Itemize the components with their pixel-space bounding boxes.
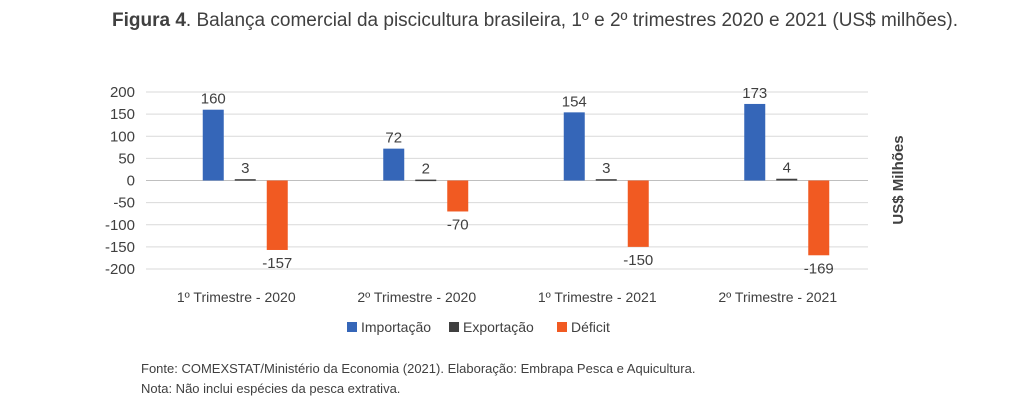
category-label: 1º Trimestre - 2021	[538, 289, 657, 305]
legend: Importação Exportação Déficit	[347, 319, 610, 335]
legend-swatch	[449, 322, 459, 332]
data-label: 2	[422, 161, 430, 178]
bar-exportação	[776, 178, 798, 181]
legend-label: Déficit	[571, 319, 610, 335]
legend-label: Exportação	[463, 319, 534, 335]
source-note: Fonte: COMEXSTAT/Ministério da Economia …	[141, 361, 696, 376]
data-label: 72	[385, 130, 402, 147]
y-tick-label: -200	[105, 261, 135, 278]
legend-label: Importação	[361, 319, 431, 335]
data-label: 173	[742, 85, 767, 102]
y-tick-label: -100	[105, 217, 135, 234]
figure-caption: . Balança comercial da piscicultura bras…	[185, 10, 959, 31]
bar-exportação	[234, 179, 256, 181]
data-label: -169	[804, 260, 834, 277]
bar-importação	[744, 103, 766, 181]
figure-label: Figura 4	[112, 10, 186, 31]
bar-importação	[202, 109, 224, 181]
bar-déficit	[808, 180, 830, 256]
data-label: 3	[241, 160, 249, 177]
data-label: -157	[262, 255, 292, 272]
bar-déficit	[447, 180, 469, 212]
y-tick-label: 50	[118, 150, 135, 167]
x-axis-categories: 1º Trimestre - 2020 2º Trimestre - 2020 1º…	[177, 289, 837, 305]
category-label: 1º Trimestre - 2020	[177, 289, 296, 305]
bar-exportação	[415, 179, 437, 182]
legend-swatch	[347, 322, 357, 332]
figure-title: Figura 4. Balança comercial da piscicult…	[112, 8, 972, 34]
y-axis-ticks: 200 150 100 50 0 -50 -100 -150 -200	[105, 84, 135, 278]
category-label: 2º Trimestre - 2021	[718, 289, 837, 305]
legend-swatch	[557, 322, 567, 332]
data-label: 4	[783, 160, 791, 177]
bar-déficit	[266, 180, 288, 250]
data-label: -70	[447, 216, 469, 233]
extraction-note: Nota: Não inclui espécies da pesca extra…	[141, 381, 401, 396]
bar-exportação	[595, 179, 617, 181]
bar-importação	[383, 148, 405, 181]
y-axis-label: US$ Milhões	[890, 135, 907, 224]
bar-chart: 200 150 100 50 0 -50 -100 -150 -200 160 3 -157 72 2 -…	[105, 84, 907, 335]
data-label: -150	[623, 252, 653, 269]
category-label: 2º Trimestre - 2020	[357, 289, 476, 305]
y-tick-label: 0	[127, 173, 135, 190]
figure-notes: Fonte: COMEXSTAT/Ministério da Economia …	[141, 359, 695, 399]
data-labels: 160 3 -157 72 2 -70 154 3 -150 173 4 -169	[201, 85, 834, 277]
data-label: 154	[562, 93, 587, 110]
bar-déficit	[627, 180, 649, 247]
bar-importação	[563, 112, 585, 181]
data-label: 3	[602, 160, 610, 177]
y-tick-label: -150	[105, 239, 135, 256]
bars	[202, 103, 830, 256]
y-tick-label: 100	[110, 128, 135, 145]
y-tick-label: 200	[110, 84, 135, 101]
data-label: 160	[201, 91, 226, 108]
y-tick-label: 150	[110, 106, 135, 123]
y-tick-label: -50	[113, 195, 135, 212]
